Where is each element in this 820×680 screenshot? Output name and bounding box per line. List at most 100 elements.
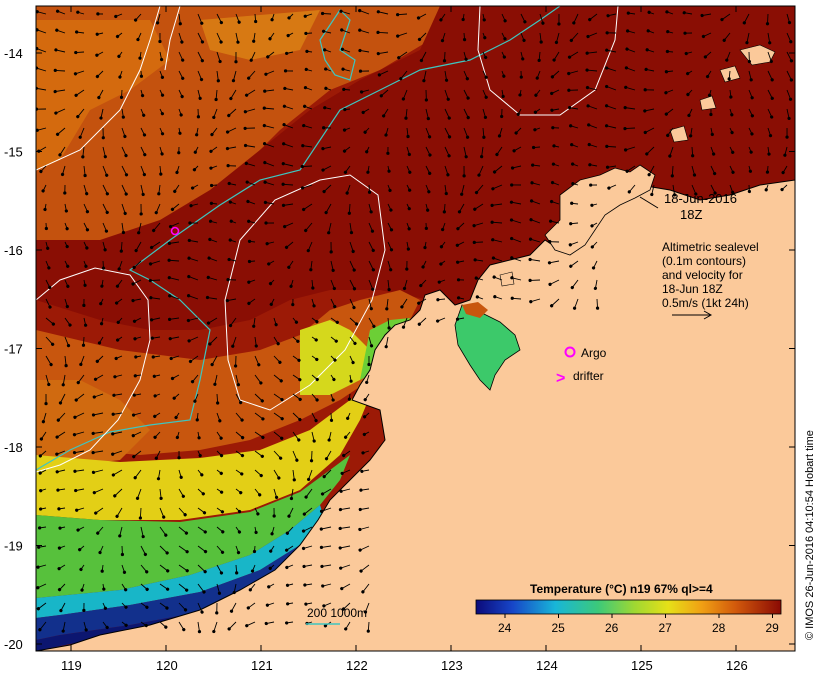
velocity-vector [121,602,128,609]
velocity-vector [73,412,85,419]
velocity-vector [208,336,218,346]
velocity-vector [140,184,145,197]
velocity-vector [292,469,296,482]
lat-tick-label: -15 [4,145,23,160]
velocity-vector [168,222,180,229]
velocity-vector [588,163,598,167]
colorbar-tick-label: 24 [498,621,512,635]
velocity-vector [55,28,66,34]
velocity-vector [387,222,394,232]
velocity-vector [341,602,351,611]
velocity-vector [302,507,313,516]
velocity-vector [368,203,373,214]
velocity-vector [270,526,275,536]
velocity-vector [273,469,281,480]
altimetric-line-3: and velocity for [662,268,743,282]
velocity-vector [140,602,149,609]
velocity-vector [406,241,410,251]
velocity-vector [529,199,541,205]
velocity-vector [501,32,507,41]
velocity-vector [121,165,129,177]
velocity-vector [377,70,389,77]
velocity-vector [385,298,389,311]
velocity-vector [710,127,714,137]
velocity-vector [292,431,301,442]
velocity-vector [363,393,370,402]
velocity-vector [75,507,85,512]
velocity-vector [701,32,712,39]
lon-tick-label: 123 [441,658,463,673]
velocity-vector [197,602,204,614]
velocity-vector [607,184,617,190]
velocity-vector [205,295,218,300]
velocity-vector [36,583,47,590]
velocity-vector [214,89,218,102]
velocity-vector [159,621,168,629]
velocity-vector [514,127,522,135]
velocity-vector [76,526,85,532]
velocity-vector [98,545,104,555]
velocity-vector [495,146,503,157]
velocity-vector [456,260,465,264]
velocity-vector [490,203,503,207]
velocity-vector [287,507,294,518]
velocity-vector [729,108,734,117]
velocity-vector [363,127,370,134]
velocity-vector [228,238,237,243]
velocity-vector [339,9,351,15]
velocity-vector [287,260,294,269]
velocity-vector [231,70,237,83]
velocity-vector [195,412,199,422]
velocity-vector [216,32,223,44]
velocity-vector [322,184,332,194]
velocity-vector [358,526,370,532]
velocity-vector [727,70,731,81]
velocity-vector [585,85,598,91]
velocity-vector [55,431,66,439]
velocity-vector [187,238,199,243]
velocity-vector [153,393,161,398]
velocity-vector [327,222,332,235]
velocity-vector [112,393,123,397]
velocity-vector [102,165,109,177]
velocity-vector [482,51,488,60]
velocity-vector [366,165,370,174]
sealevel-contour-4 [36,6,161,171]
velocity-vector [37,545,47,549]
velocity-vector [216,469,223,475]
velocity-vector [111,412,123,416]
velocity-vector [569,222,579,226]
lat-tick-label: -17 [4,342,23,357]
velocity-vector [254,374,263,385]
velocity-vector [305,621,313,626]
velocity-vector [404,108,408,120]
velocity-vector [664,70,674,74]
velocity-vector [491,256,503,262]
velocity-vector [216,13,223,25]
lon-tick-label: 124 [536,658,558,673]
velocity-vector [150,317,161,322]
velocity-vector [91,450,104,455]
velocity-vector [311,279,315,290]
velocity-vector [235,526,242,534]
velocity-vector [338,545,351,550]
velocity-vector [121,203,127,216]
sealevel-contour-1 [477,6,619,116]
velocity-vector [547,260,560,265]
velocity-vector [197,13,204,25]
velocity-vector [118,70,123,79]
velocity-vector [286,32,294,38]
velocity-vector [645,146,655,156]
velocity-vectors [36,8,794,634]
velocity-vector [36,46,47,53]
velocity-vector [79,355,85,367]
velocity-vector [116,336,123,342]
velocity-vector [197,70,204,82]
velocity-vector [170,203,180,212]
velocity-vector [767,146,771,156]
velocity-vector [140,165,146,177]
velocity-vector [605,48,617,53]
velocity-vector [402,279,408,291]
velocity-vector [54,48,66,53]
velocity-vector [349,317,359,326]
